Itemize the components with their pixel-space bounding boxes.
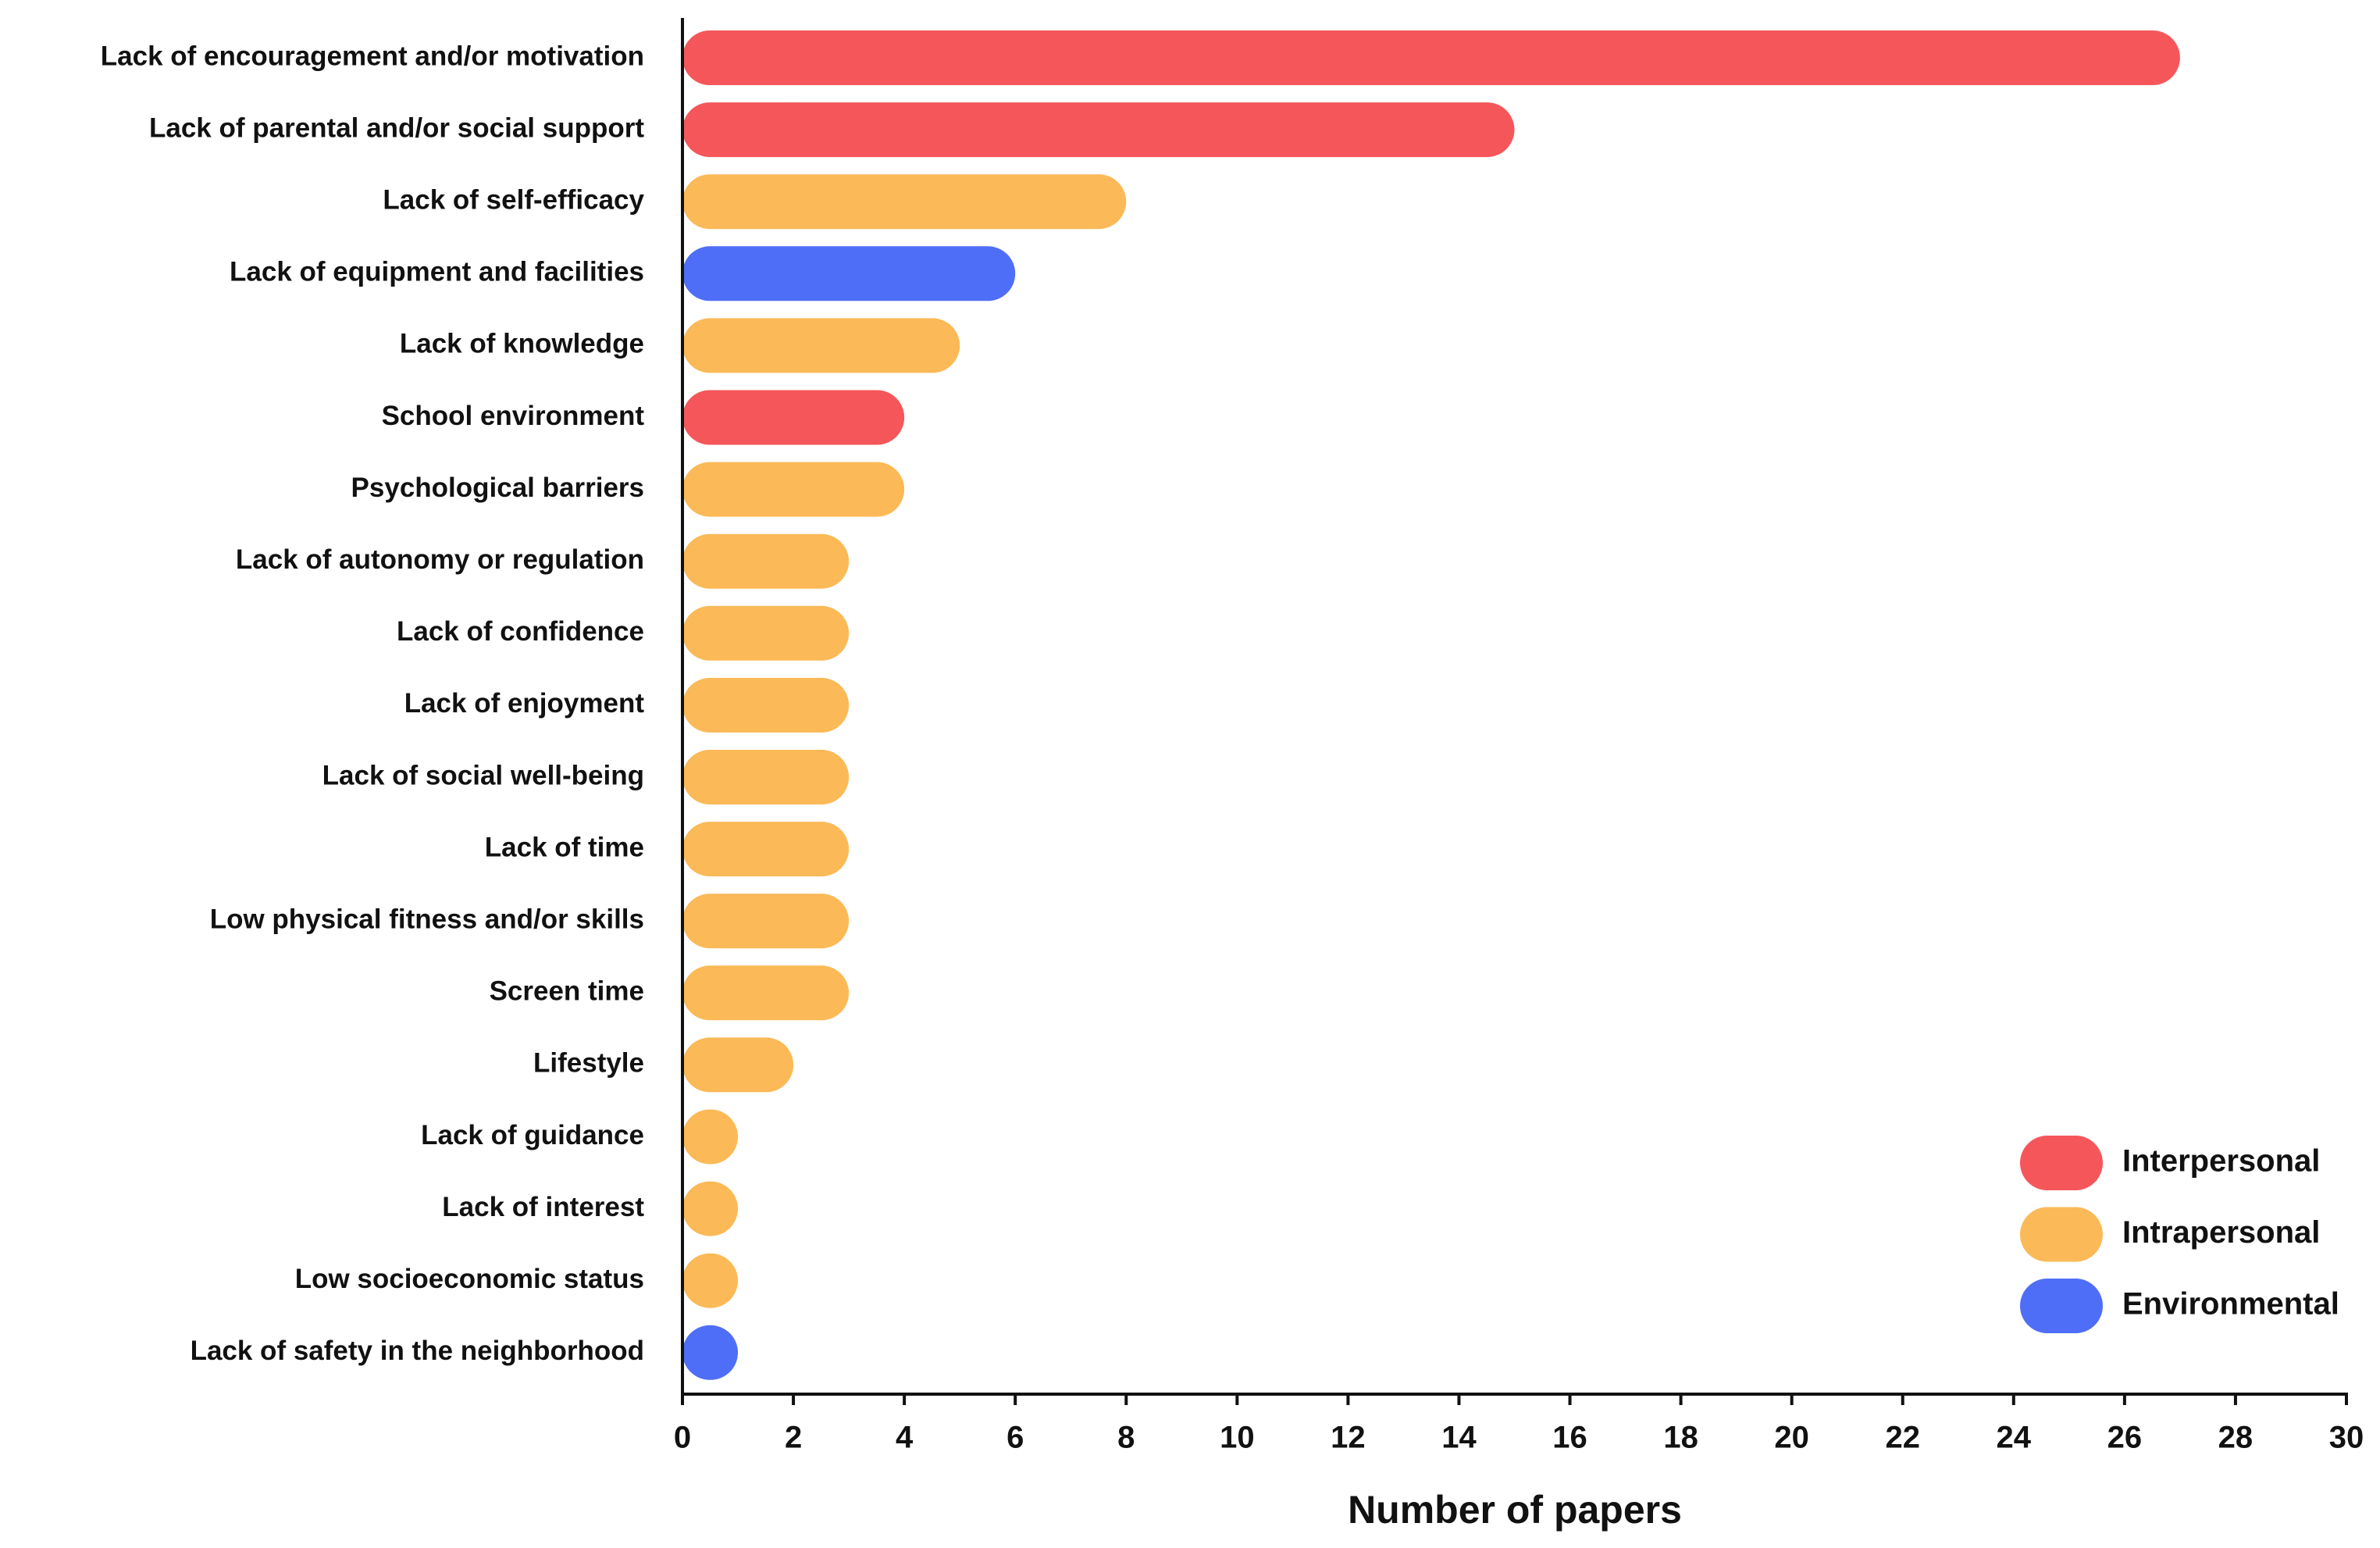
x-tick-label: 0 [674, 1421, 691, 1455]
legend-label: Interpersonal [2122, 1144, 2320, 1179]
bar [682, 750, 850, 804]
legend-swatch [2020, 1136, 2103, 1190]
legend-label: Intrapersonal [2122, 1215, 2320, 1250]
x-tick-label: 16 [1552, 1421, 1587, 1455]
x-tick-label: 12 [1331, 1421, 1366, 1455]
bar [682, 1253, 739, 1308]
y-tick-label: Lack of enjoyment [404, 688, 645, 719]
x-tick-label: 4 [896, 1421, 914, 1455]
legend-swatch [2020, 1207, 2103, 1262]
bar [682, 893, 850, 949]
legend-label: Environmental [2122, 1287, 2339, 1322]
bar [682, 1037, 794, 1093]
y-tick-label: Psychological barriers [351, 473, 644, 503]
bar [682, 246, 1016, 301]
bar [682, 102, 1515, 158]
bar [682, 533, 850, 589]
y-tick-label: Low socioeconomic status [295, 1264, 644, 1294]
x-tick-label: 28 [2218, 1421, 2254, 1455]
bar [682, 462, 905, 517]
y-tick-label: Lack of time [485, 832, 644, 862]
bar [682, 30, 2180, 85]
bar [682, 390, 905, 445]
y-tick-label: Lack of encouragement and/or motivation [101, 41, 644, 71]
x-tick-label: 22 [1885, 1421, 1920, 1455]
x-tick-label: 18 [1663, 1421, 1698, 1455]
y-tick-label: Lack of equipment and facilities [230, 257, 644, 287]
bar [682, 677, 850, 733]
x-axis-title: Number of papers [1348, 1488, 1682, 1532]
y-tick-label: Lack of knowledge [400, 329, 644, 359]
x-tick-label: 20 [1774, 1421, 1809, 1455]
y-tick-label: Lifestyle [533, 1048, 644, 1079]
bar [682, 1109, 739, 1165]
y-tick-label: Lack of social well-being [322, 760, 644, 790]
y-tick-label: Lack of self-efficacy [383, 184, 644, 215]
x-tick-label: 26 [2107, 1421, 2143, 1455]
y-tick-label: Low physical fitness and/or skills [210, 904, 644, 934]
bar [682, 1181, 739, 1236]
bar [682, 605, 850, 661]
x-tick-label: 14 [1441, 1421, 1477, 1455]
bar [682, 318, 960, 373]
bar [682, 822, 850, 877]
x-tick-label: 24 [1997, 1421, 2032, 1455]
bar [682, 1325, 739, 1380]
x-tick-label: 10 [1220, 1421, 1255, 1455]
x-tick-label: 6 [1007, 1421, 1024, 1455]
y-tick-label: Lack of interest [442, 1192, 644, 1222]
x-tick-label: 2 [785, 1421, 802, 1455]
y-tick-label: Lack of confidence [397, 616, 644, 647]
bar [682, 174, 1127, 230]
y-tick-label: Lack of autonomy or regulation [236, 544, 644, 575]
bar [682, 965, 850, 1021]
y-tick-label: Screen time [490, 976, 644, 1007]
x-tick-label: 8 [1117, 1421, 1135, 1455]
y-tick-label: Lack of guidance [421, 1120, 644, 1150]
y-tick-label: Lack of parental and/or social support [149, 112, 644, 143]
x-tick-label: 30 [2329, 1421, 2364, 1455]
legend-swatch [2020, 1279, 2103, 1333]
y-tick-label: School environment [382, 401, 645, 431]
y-tick-label: Lack of safety in the neighborhood [191, 1336, 644, 1366]
